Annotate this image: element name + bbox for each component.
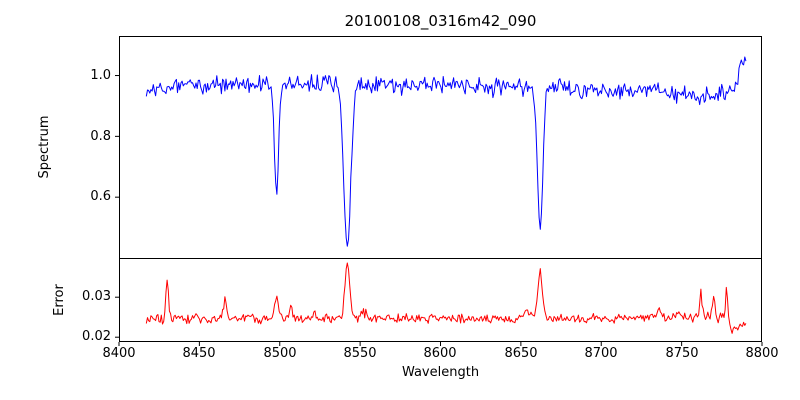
xtick-8700: 8700 [584,346,618,361]
xtick-8450: 8450 [182,346,216,361]
xtick-8650: 8650 [504,346,538,361]
error-panel [119,258,762,342]
xtick-8800: 8800 [745,346,779,361]
xtick-8400: 8400 [102,346,136,361]
spectrum-panel [119,36,762,258]
ytick-error-0.02: 0.02 [82,329,111,344]
xtick-8500: 8500 [263,346,297,361]
ytick-spectrum-0.8: 0.8 [90,129,111,144]
ytick-spectrum-0.6: 0.6 [90,189,111,204]
xtick-8550: 8550 [343,346,377,361]
xtick-8600: 8600 [423,346,457,361]
ytick-error-0.03: 0.03 [82,289,111,304]
xtick-8750: 8750 [665,346,699,361]
spectrum-axis-label: Spectrum [37,115,52,179]
wavelength-axis-label: Wavelength [401,365,480,380]
ytick-spectrum-1.0: 1.0 [90,68,111,83]
plot-title: 20100108_0316m42_090 [344,12,537,30]
